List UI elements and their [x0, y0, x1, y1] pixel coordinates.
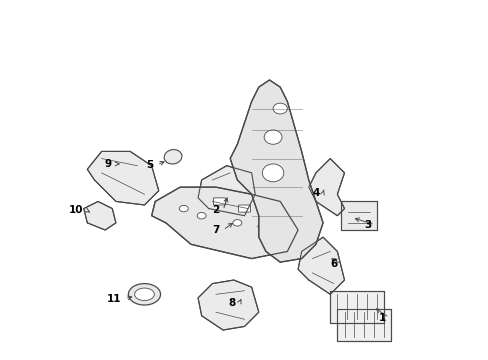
Polygon shape — [340, 202, 376, 230]
Polygon shape — [87, 152, 159, 205]
Text: 4: 4 — [311, 188, 319, 198]
Text: 6: 6 — [329, 259, 337, 269]
Polygon shape — [337, 309, 390, 341]
Polygon shape — [329, 291, 383, 323]
Polygon shape — [230, 80, 323, 262]
Text: 11: 11 — [106, 294, 121, 303]
Ellipse shape — [134, 288, 154, 301]
Ellipse shape — [128, 284, 160, 305]
Ellipse shape — [197, 212, 205, 219]
Polygon shape — [83, 202, 116, 230]
Ellipse shape — [232, 220, 242, 226]
Polygon shape — [308, 158, 344, 216]
Ellipse shape — [179, 205, 188, 212]
Text: 10: 10 — [68, 205, 83, 215]
Polygon shape — [198, 280, 258, 330]
FancyBboxPatch shape — [238, 205, 250, 212]
Ellipse shape — [264, 130, 282, 144]
Text: 8: 8 — [228, 298, 235, 308]
Text: 7: 7 — [212, 225, 219, 235]
Text: 5: 5 — [146, 159, 153, 170]
FancyBboxPatch shape — [213, 198, 225, 205]
Polygon shape — [298, 237, 344, 294]
Text: 2: 2 — [212, 205, 219, 215]
Text: 9: 9 — [104, 159, 111, 169]
Ellipse shape — [262, 164, 283, 182]
Text: 3: 3 — [364, 220, 370, 230]
Text: 1: 1 — [378, 312, 385, 323]
Polygon shape — [198, 166, 255, 216]
Polygon shape — [151, 187, 298, 258]
Ellipse shape — [272, 103, 287, 114]
Ellipse shape — [257, 223, 266, 230]
Ellipse shape — [164, 149, 182, 164]
